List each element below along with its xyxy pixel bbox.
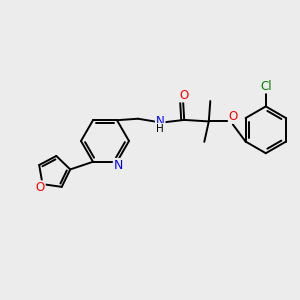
Text: O: O [179, 88, 188, 101]
Text: O: O [35, 181, 45, 194]
Text: N: N [156, 115, 165, 128]
Text: O: O [229, 110, 238, 123]
Text: Cl: Cl [261, 80, 272, 92]
Text: H: H [156, 124, 164, 134]
Text: N: N [114, 159, 123, 172]
